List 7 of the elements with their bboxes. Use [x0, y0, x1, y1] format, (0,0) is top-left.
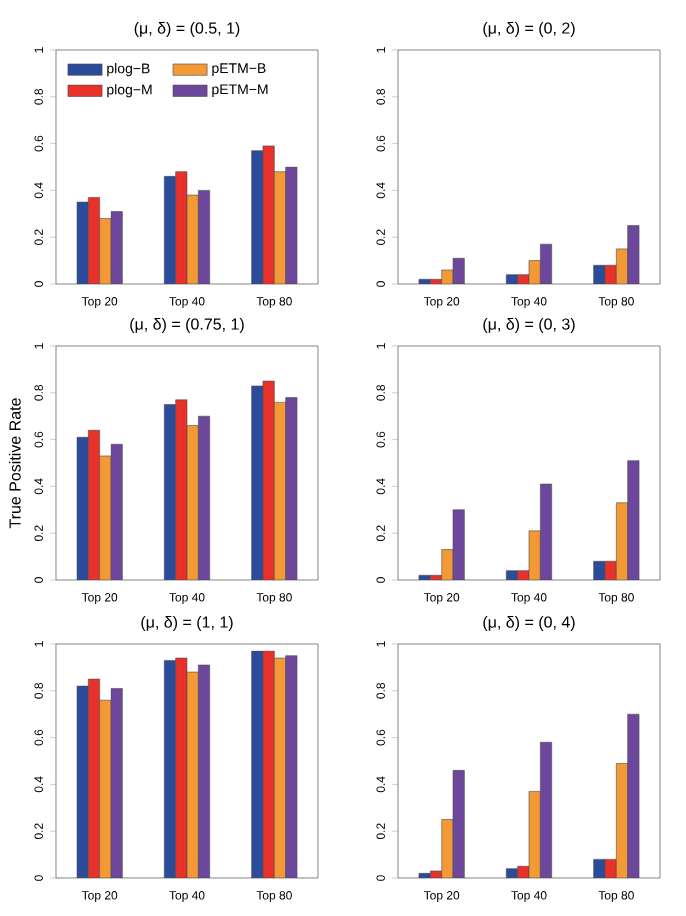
y-axis-title: True Positive Rate [8, 398, 21, 529]
chart-title: (μ, δ) = (0, 4) [483, 616, 575, 631]
chart-title: (μ, δ) = (0, 3) [483, 318, 575, 333]
chart-title: (μ, δ) = (0, 2) [483, 22, 575, 37]
chart-title: (μ, δ) = (1, 1) [141, 616, 233, 631]
chart-title: (μ, δ) = (0.75, 1) [130, 318, 244, 333]
chart-title: (μ, δ) = (0.5, 1) [134, 22, 240, 37]
